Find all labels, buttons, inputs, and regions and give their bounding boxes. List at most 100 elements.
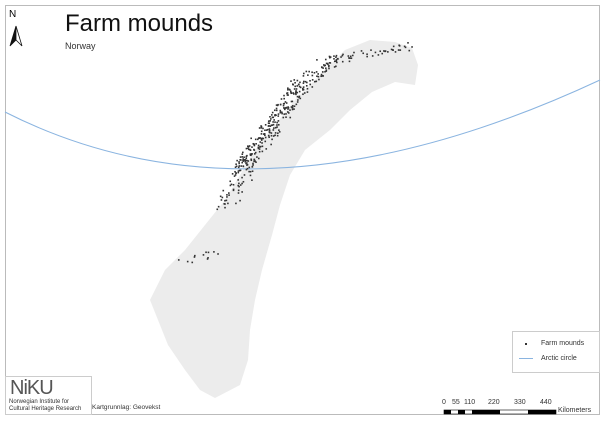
farm-mound-point xyxy=(229,180,232,183)
farm-mound-point xyxy=(362,52,365,55)
farm-mound-point xyxy=(291,100,294,103)
farm-mound-point xyxy=(245,168,248,171)
farm-mound-point xyxy=(291,107,294,109)
farm-mound-point xyxy=(302,88,305,91)
farm-mound-point xyxy=(219,195,222,198)
farm-mound-point xyxy=(316,59,318,61)
farm-mound-point xyxy=(293,108,295,110)
farm-mound-point xyxy=(287,106,289,108)
farm-mound-point xyxy=(299,97,302,100)
legend: Farm mounds Arctic circle xyxy=(512,331,600,373)
legend-item-farm-mounds: Farm mounds xyxy=(519,340,584,347)
legend-item-arctic-circle: Arctic circle xyxy=(519,355,577,362)
farm-mound-point xyxy=(251,170,254,173)
farm-mound-point xyxy=(270,134,273,137)
farm-mound-point xyxy=(207,257,209,259)
farm-mound-point xyxy=(321,75,324,77)
farm-mound-point xyxy=(287,87,289,90)
farm-mound-point xyxy=(366,55,368,58)
farm-mound-point xyxy=(320,66,323,68)
farm-mound-point xyxy=(296,95,299,98)
farm-mound-point xyxy=(311,71,313,74)
farm-mound-point xyxy=(177,259,180,261)
farm-mound-point xyxy=(324,58,327,61)
farm-mound-point xyxy=(264,136,267,139)
farm-mound-point xyxy=(408,49,411,52)
farm-mound-point xyxy=(283,97,285,100)
farm-mound-point xyxy=(342,53,344,56)
farm-mound-point xyxy=(279,103,282,106)
farm-mound-point xyxy=(295,103,298,106)
farm-mound-point xyxy=(273,109,276,112)
farm-mound-point xyxy=(294,81,296,84)
farm-mound-point xyxy=(302,72,305,75)
farm-mound-point xyxy=(329,56,332,58)
farm-mound-point xyxy=(250,159,253,162)
farm-mound-point xyxy=(351,54,354,57)
farm-mound-point xyxy=(252,142,255,145)
farm-mound-point xyxy=(329,56,331,59)
farm-mound-point xyxy=(317,75,320,78)
farm-mound-point xyxy=(261,145,264,148)
farm-mound-point xyxy=(340,56,342,58)
farm-mound-point xyxy=(292,83,294,86)
farm-mound-point xyxy=(353,51,355,54)
farm-mound-point xyxy=(315,71,318,73)
farm-mound-point xyxy=(323,64,326,67)
scale-bar xyxy=(443,409,557,415)
farm-mound-point xyxy=(245,155,248,158)
map-credit: Kartgrunnlag: Geovekst xyxy=(92,404,161,411)
farm-mound-point xyxy=(242,180,245,183)
farm-mound-point xyxy=(264,140,267,143)
farm-mound-point xyxy=(248,145,251,147)
farm-mound-point xyxy=(238,162,240,165)
farm-mound-point xyxy=(264,129,266,132)
farm-mound-point xyxy=(244,159,246,162)
farm-mound-point xyxy=(229,184,232,187)
farm-mound-point xyxy=(249,148,251,151)
farm-mound-point xyxy=(307,74,309,76)
farm-mound-point xyxy=(325,67,327,70)
farm-mound-point xyxy=(298,96,300,99)
farm-mound-point xyxy=(259,141,262,143)
farm-mound-point xyxy=(279,109,282,112)
farm-mound-point xyxy=(341,60,344,63)
farm-mound-point xyxy=(267,120,270,122)
farm-mound-point xyxy=(254,153,256,155)
farm-mound-point xyxy=(235,172,237,175)
farm-mound-point xyxy=(287,111,289,113)
farm-mound-point xyxy=(273,127,275,129)
farm-mound-point xyxy=(244,161,247,163)
farm-mound-point xyxy=(234,170,236,173)
farm-mound-point xyxy=(270,114,273,116)
farm-mound-point xyxy=(250,137,252,140)
farm-mound-point xyxy=(329,62,332,64)
farm-mound-point xyxy=(285,107,287,109)
farm-mound-point xyxy=(272,123,275,126)
farm-mound-point xyxy=(253,160,255,163)
farm-mound-point xyxy=(260,130,263,133)
farm-mound-point xyxy=(232,188,235,191)
farm-mound-point xyxy=(302,87,304,90)
farm-mound-point xyxy=(275,114,277,116)
farm-mound-point xyxy=(290,100,293,103)
farm-mound-point xyxy=(348,60,351,63)
farm-mound-point xyxy=(270,118,272,120)
farm-mound-point xyxy=(324,70,326,73)
farm-mound-point xyxy=(255,142,257,145)
farm-mound-point xyxy=(270,124,273,127)
farm-mound-point xyxy=(336,61,338,64)
farm-mound-point xyxy=(302,82,305,84)
farm-mound-point xyxy=(237,179,239,181)
farm-mound-point xyxy=(238,169,241,172)
farm-mound-point xyxy=(261,137,264,140)
farm-mound-point xyxy=(193,256,196,258)
farm-mound-point xyxy=(239,184,242,186)
farm-mound-point xyxy=(236,159,238,162)
farm-mound-point xyxy=(305,84,308,87)
farm-mound-point xyxy=(296,85,299,87)
farm-mound-point xyxy=(234,174,237,176)
farm-mound-point xyxy=(253,143,255,146)
farm-mound-point xyxy=(202,254,205,256)
farm-mound-point xyxy=(314,80,316,83)
